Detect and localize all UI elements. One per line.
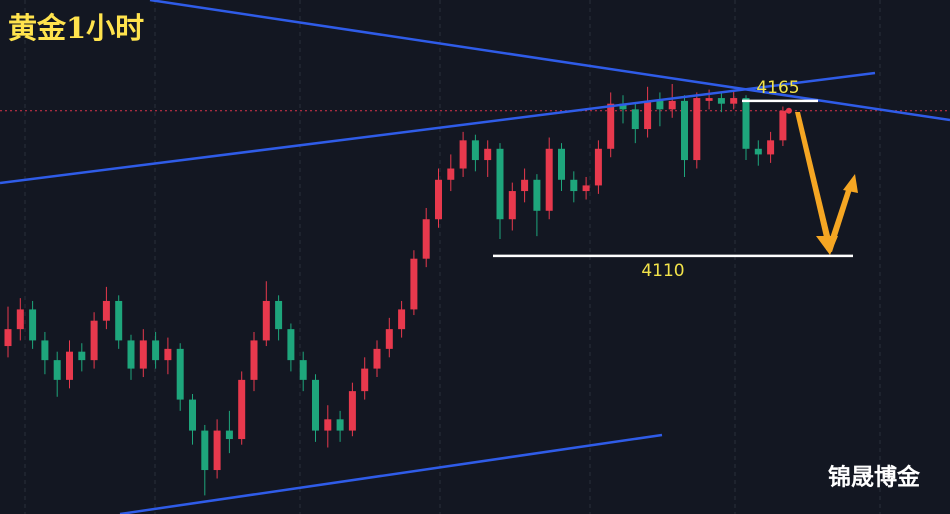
candle-body [385,329,393,349]
candle-body [435,179,442,220]
current-price-dot [785,107,792,114]
candle-body [238,379,246,440]
candle-body [508,191,516,220]
candle-body [127,340,135,369]
candle-body [693,98,701,161]
candle-body [767,140,775,155]
candle-body [471,140,479,161]
arrowhead [843,174,858,193]
candle-body [619,103,627,110]
candle-body [287,329,295,361]
candle-body [66,351,73,380]
candle-body [324,419,332,431]
candle-body [644,100,652,130]
candle-body [176,348,184,400]
candle-body [459,140,467,169]
arrows [795,112,858,255]
watermark: 锦晟博金 [828,464,921,491]
candle-body [521,179,529,192]
candle-body [754,148,762,155]
candle-body [484,148,492,161]
candle-body [139,340,147,369]
candle-body [16,309,24,330]
candle-body [29,309,37,341]
candle-body [533,179,541,211]
candle-body [213,430,221,471]
candle-body [582,185,590,192]
candle-body [779,110,787,141]
candle-body [78,351,86,361]
candle-body [336,419,344,431]
candle-body [570,179,578,192]
candle-body [558,148,565,180]
candles [0,83,950,496]
candle-body [545,148,553,211]
candle-body [668,100,676,110]
candle-body [90,320,98,361]
candle-body [102,300,110,321]
candle-body [742,98,750,149]
arrow-up [826,184,853,252]
candle-body [250,340,258,380]
candle-body [201,430,209,471]
candle-body [361,368,369,392]
candle-body [4,329,12,347]
trendline [0,71,876,185]
candle-body [631,109,639,130]
candle-body [656,100,664,110]
candle-body [299,360,307,380]
candle-body [496,148,504,220]
candle-body [717,98,725,104]
candle-body [594,148,602,186]
candle-body [41,340,49,361]
candle-body [152,340,160,361]
candle-body [373,348,381,369]
candle-body [164,348,172,361]
candle-body [115,300,123,341]
candle-body [607,103,615,149]
candle-body [410,258,418,310]
candle-body [348,391,356,431]
arrow-down [795,112,832,246]
candle-body [422,219,430,259]
candle-body [447,168,455,180]
candle-body [730,98,738,104]
trendline [119,433,663,514]
candle-body [53,360,61,380]
candle-body [398,309,406,330]
chart-title: 黄金1小时 [8,11,144,45]
candle-body [225,430,233,440]
candle-body [312,379,319,431]
candle-body [681,100,688,161]
candle-body [275,300,283,330]
level-label: 4110 [641,261,684,281]
level-label: 4165 [756,78,799,98]
candle-body [189,399,196,431]
candle-body [262,300,270,341]
candle-body [705,98,713,101]
